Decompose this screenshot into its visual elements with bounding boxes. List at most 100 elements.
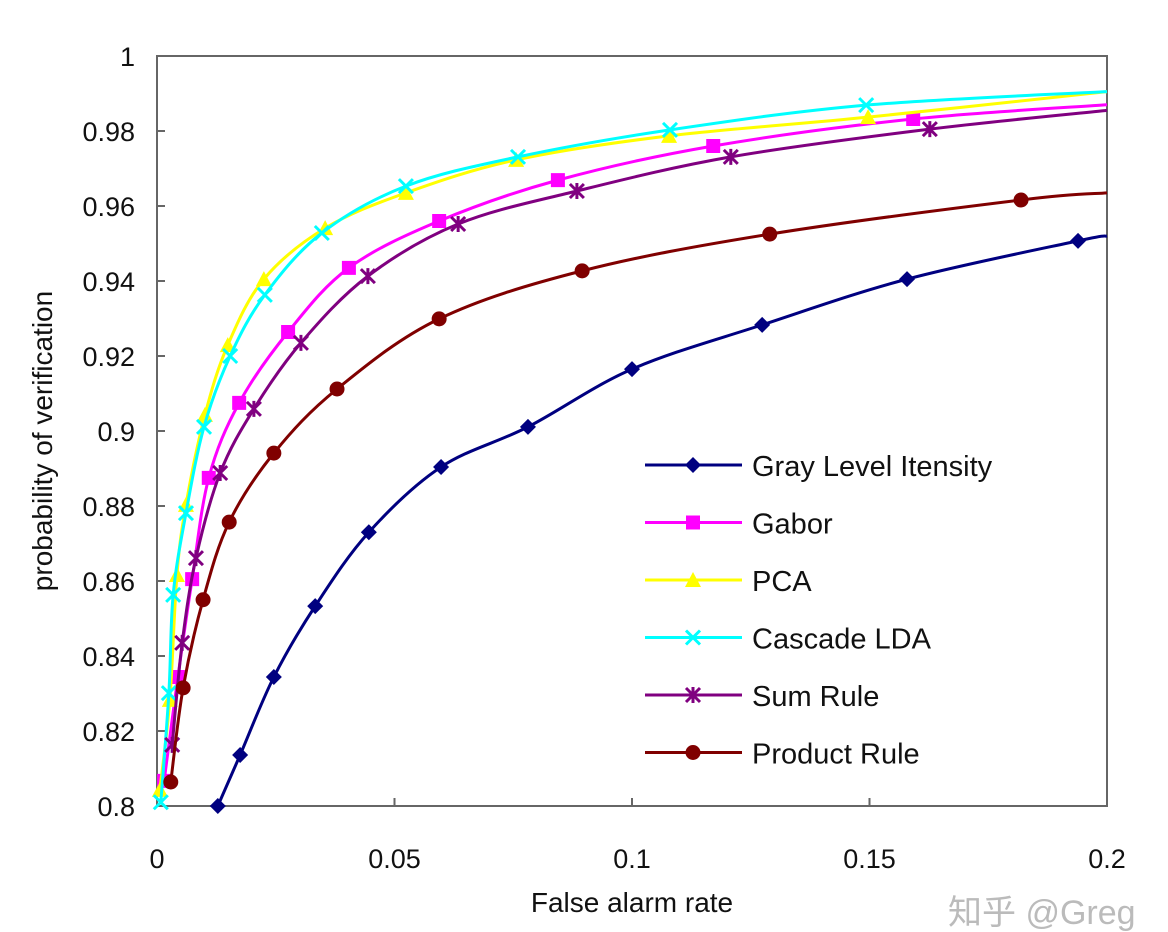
- asterisk-marker: [450, 215, 467, 233]
- series-product-rule: [163, 191, 1108, 790]
- square-marker: [341, 260, 356, 275]
- series-pca: [151, 90, 1108, 797]
- circle-marker: [431, 311, 447, 327]
- series-cascade-lda: [152, 90, 1108, 811]
- legend-label: Gray Level Itensity: [752, 451, 993, 483]
- diamond-marker: [307, 598, 324, 615]
- series-line: [158, 90, 1108, 791]
- triangle-marker: [860, 109, 877, 125]
- asterisk-marker: [921, 121, 938, 138]
- x-marker: [313, 224, 330, 242]
- diamond-marker: [899, 271, 916, 288]
- square-marker: [706, 139, 721, 153]
- x-marker: [397, 178, 414, 195]
- y-tick-label: 0.84: [82, 642, 135, 672]
- asterisk-marker: [568, 182, 585, 200]
- legend-label: Cascade LDA: [752, 624, 932, 656]
- triangle-marker: [661, 127, 678, 143]
- legend-entry: Gray Level Itensity: [645, 451, 993, 483]
- series-layer: [151, 90, 1108, 814]
- y-tick-label: 0.9: [97, 417, 135, 447]
- x-marker: [222, 347, 239, 365]
- x-marker: [177, 505, 195, 522]
- diamond-marker: [754, 316, 771, 333]
- y-tick-label: 0.92: [82, 342, 135, 372]
- y-axis-label: probability of verification: [27, 291, 58, 591]
- circle-marker: [163, 774, 179, 790]
- y-tick-label: 0.96: [82, 192, 135, 222]
- diamond-marker: [209, 798, 226, 814]
- square-marker: [281, 325, 296, 339]
- legend-label: Sum Rule: [752, 681, 879, 713]
- legend: Gray Level Itensity Gabor PCA Cascade LDA Su…: [645, 451, 993, 771]
- diamond-marker: [624, 361, 640, 378]
- circle-marker: [266, 445, 282, 461]
- y-tick-label: 0.8: [97, 792, 135, 822]
- series-line: [216, 234, 1108, 807]
- diamond-marker: [519, 418, 536, 435]
- series-line: [159, 90, 1108, 803]
- legend-label: PCA: [752, 566, 812, 598]
- square-marker: [232, 395, 247, 410]
- x-marker: [684, 629, 702, 646]
- x-axis-label: False alarm rate: [531, 887, 733, 918]
- x-marker: [256, 286, 273, 303]
- circle-marker: [175, 680, 191, 696]
- diamond-marker: [1070, 232, 1087, 249]
- diamond-marker: [265, 669, 282, 685]
- triangle-marker: [151, 781, 168, 797]
- circle-marker: [1013, 192, 1029, 208]
- asterisk-marker: [292, 334, 309, 351]
- square-marker: [550, 173, 565, 188]
- x-tick-label: 0.2: [1088, 844, 1126, 874]
- triangle-marker: [255, 271, 272, 287]
- x-tick-label: 0.1: [613, 844, 651, 874]
- x-tick-label: 0.15: [843, 844, 896, 874]
- y-tick-label: 0.98: [82, 117, 135, 147]
- x-marker: [195, 418, 213, 435]
- y-tick-label: 0.86: [82, 567, 135, 597]
- asterisk-marker: [187, 550, 205, 567]
- legend-entry: Sum Rule: [645, 681, 879, 713]
- circle-marker: [685, 745, 701, 760]
- legend-entry: Gabor: [645, 509, 833, 541]
- plot-frame: [156, 55, 1108, 807]
- legend-entry: Product Rule: [645, 739, 920, 771]
- asterisk-marker: [684, 686, 702, 704]
- y-tick-label: 0.94: [82, 267, 135, 297]
- square-marker: [906, 112, 921, 126]
- asterisk-marker: [245, 400, 262, 417]
- x-marker: [152, 794, 169, 811]
- legend-entry: Cascade LDA: [645, 624, 932, 656]
- watermark: 知乎 @Greg: [948, 894, 1136, 932]
- x-marker: [661, 121, 679, 138]
- x-tick-label: 0: [149, 844, 164, 874]
- x-tick-label: 0.05: [368, 844, 421, 874]
- triangle-marker: [196, 406, 213, 422]
- y-tick-label: 1: [120, 42, 135, 72]
- diamond-marker: [360, 524, 377, 541]
- circle-marker: [329, 381, 345, 397]
- legend-entry: PCA: [645, 566, 812, 598]
- circle-marker: [574, 263, 590, 279]
- square-marker: [201, 470, 216, 485]
- asterisk-marker: [174, 634, 191, 651]
- diamond-marker: [685, 457, 701, 473]
- legend-label: Product Rule: [752, 739, 920, 771]
- y-tick-label: 0.82: [82, 717, 135, 747]
- axes: 0 0.05 0.1 0.15 0.2 0.8 0.82 0.84 0.86 0.88 0.9 0.9…: [82, 42, 1125, 874]
- legend-label: Gabor: [752, 509, 833, 541]
- circle-marker: [221, 514, 237, 530]
- x-marker: [160, 685, 177, 702]
- square-marker: [432, 214, 447, 228]
- circle-marker: [762, 226, 778, 242]
- series-line: [169, 191, 1108, 783]
- diamond-marker: [433, 459, 450, 475]
- circle-marker: [195, 592, 211, 608]
- x-marker: [858, 97, 875, 114]
- triangle-marker: [685, 572, 701, 587]
- y-tick-label: 0.88: [82, 492, 135, 522]
- x-marker: [165, 586, 182, 603]
- series-gray-level-itensity: [209, 232, 1108, 814]
